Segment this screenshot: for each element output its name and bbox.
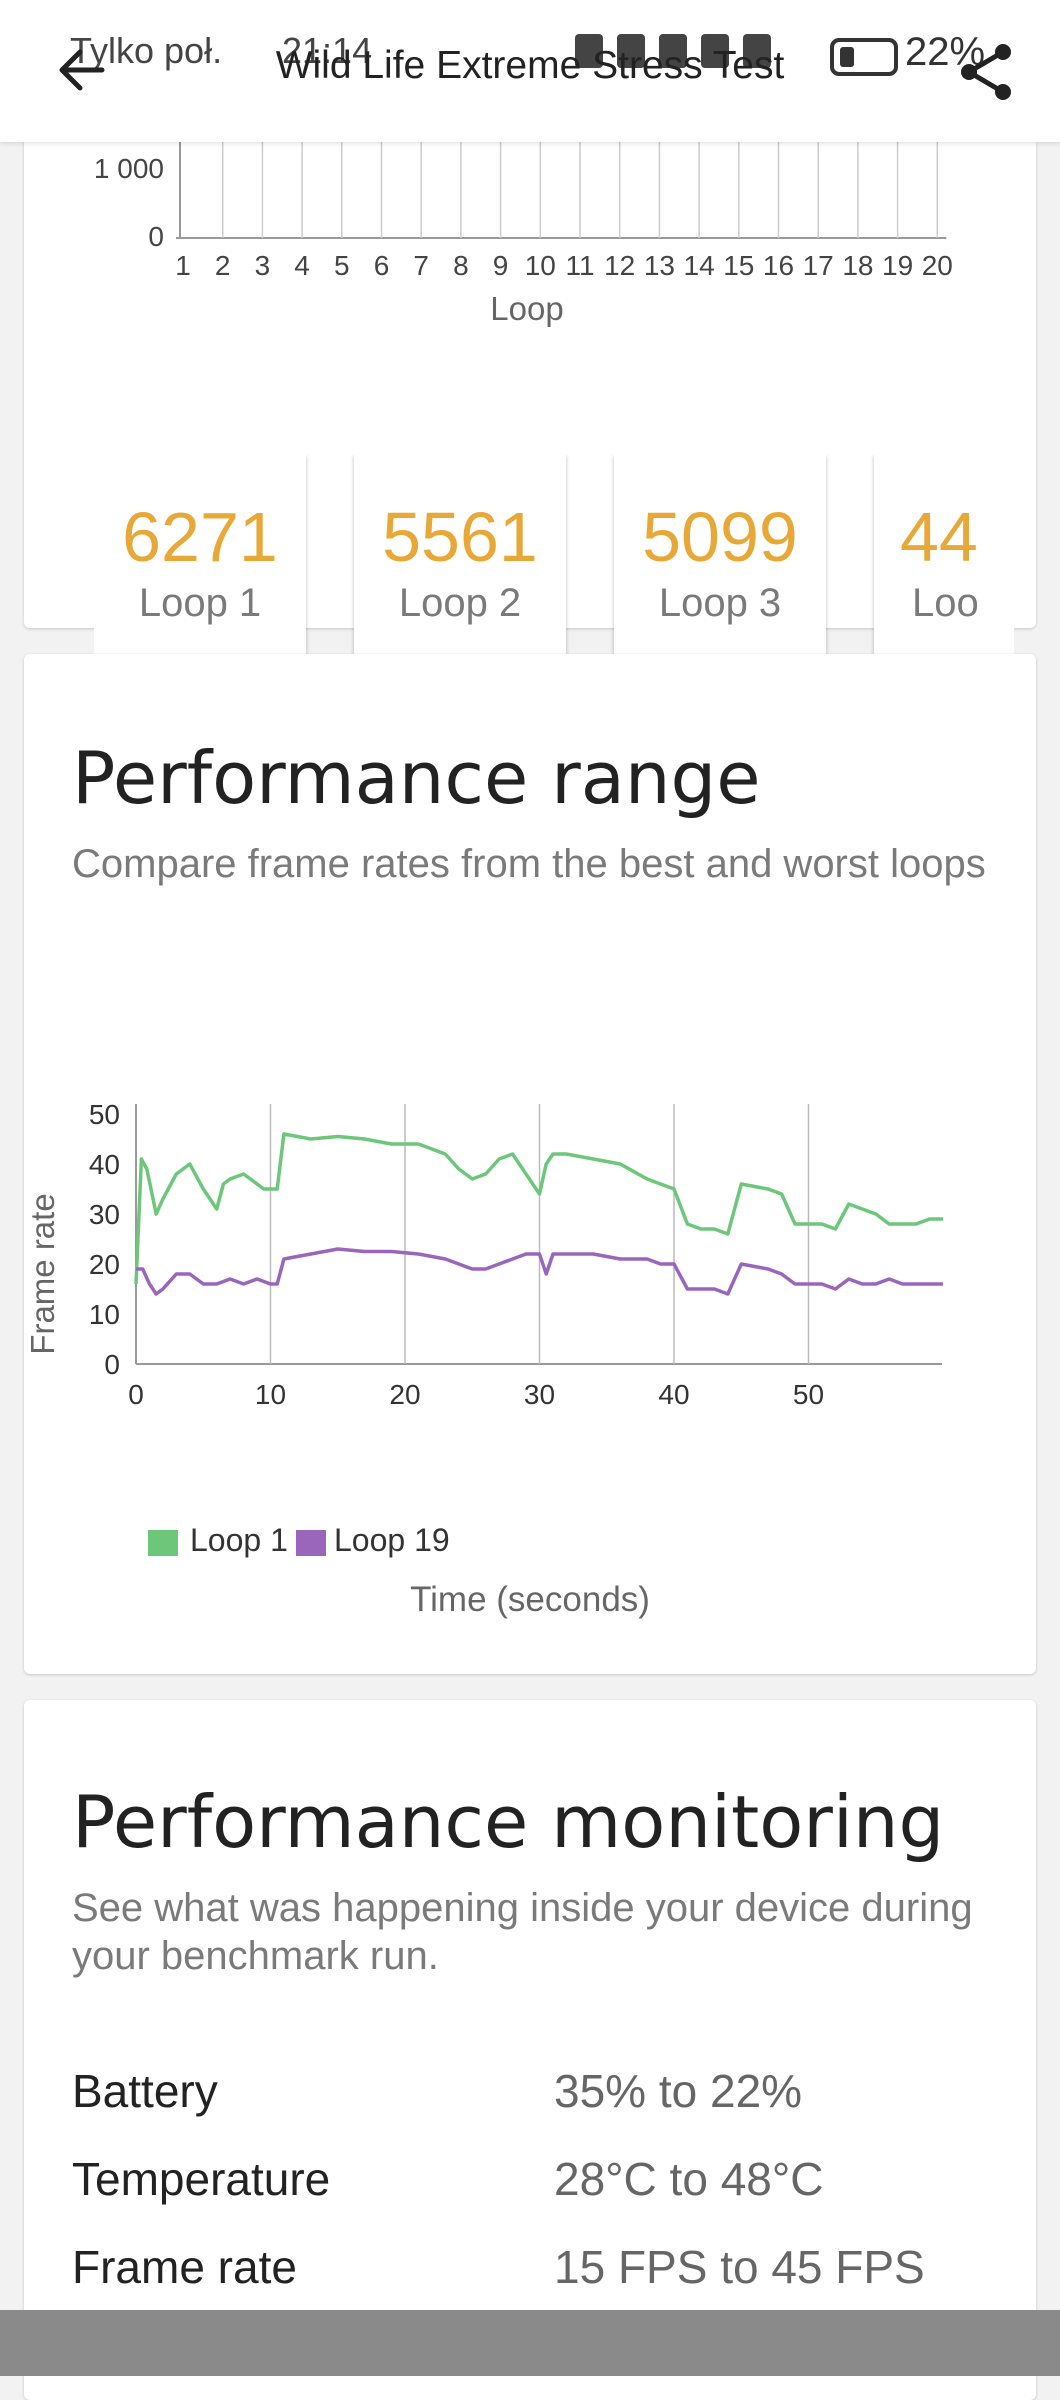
fps-x-tick: 10 — [255, 1379, 286, 1410]
back-arrow-icon[interactable] — [52, 40, 112, 100]
monitoring-value-battery: 35% to 22% — [554, 2065, 803, 2117]
score-label: Loop 2 — [398, 581, 522, 625]
monitoring-subtitle: See what was happening inside your devic… — [72, 1886, 973, 1978]
status-icons — [575, 34, 771, 68]
score-x-tick: 3 — [255, 250, 271, 281]
score-y-tick: 0 — [148, 221, 164, 252]
monitoring-label-temperature: Temperature — [72, 2153, 331, 2205]
status-carrier: Tylko poł. — [70, 30, 223, 71]
performance-range-card: Performance range Compare frame rates fr… — [24, 654, 1036, 1674]
fps-y-tick: 40 — [89, 1149, 120, 1180]
vibrate-icon — [659, 34, 687, 68]
series-line-loop-1 — [134, 1132, 943, 1285]
status-time: 21:14 — [282, 30, 373, 71]
bottom-navigation-bar — [0, 2310, 1060, 2376]
score-card[interactable]: 5561 Loop 2 — [354, 455, 566, 657]
fps-x-tick: 30 — [524, 1379, 555, 1410]
fps-x-tick: 40 — [658, 1379, 689, 1410]
fps-y-tick: 50 — [89, 1099, 120, 1130]
performance-monitoring-card: Performance monitoring See what was happ… — [24, 1700, 1036, 2400]
score-card[interactable]: 5099 Loop 3 — [614, 455, 826, 657]
score-label: Loop 1 — [138, 581, 262, 625]
score-card[interactable]: 6271 Loop 1 — [94, 455, 306, 657]
score-y-tick: 1 000 — [94, 153, 164, 184]
fps-x-tick: 0 — [128, 1379, 144, 1410]
score-x-tick: 8 — [453, 250, 469, 281]
fps-y-tick: 0 — [104, 1349, 120, 1380]
score-label: Loop 3 — [658, 581, 782, 625]
score-x-tick: 15 — [723, 250, 754, 281]
score-x-tick: 2 — [215, 250, 231, 281]
score-list[interactable]: 6271 Loop 1 5561 Loop 2 5099 Loop 3 44 L… — [94, 455, 1014, 665]
score-x-tick: 14 — [684, 250, 715, 281]
score-label: Loo — [912, 581, 979, 625]
range-title: Performance range — [72, 736, 761, 820]
score-value: 44 — [900, 498, 978, 576]
score-x-tick: 6 — [374, 250, 390, 281]
fps-x-tick: 50 — [793, 1379, 824, 1410]
nfc-icon — [575, 34, 603, 68]
y-axis-label: Frame rate — [24, 1193, 61, 1354]
monitoring-value-frame-rate: 15 FPS to 45 FPS — [554, 2241, 925, 2293]
monitoring-label-frame-rate: Frame rate — [72, 2241, 297, 2293]
score-x-tick: 19 — [882, 250, 913, 281]
page-title: Wild Life Extreme Stress Test — [275, 44, 785, 87]
monitoring-label-battery: Battery — [72, 2065, 218, 2117]
frame-rate-chart: 0 10 20 30 40 50 50 40 30 20 10 0 Frame rate — [24, 1099, 943, 1410]
score-x-tick: 12 — [604, 250, 635, 281]
monitoring-value-temperature: 28°C to 48°C — [554, 2153, 824, 2205]
score-chart: 1 000 0 1 2 3 4 5 6 7 8 9 10 11 12 13 14 15 16 17 18 19 20 … — [94, 100, 953, 327]
x-axis-label: Time (seconds) — [410, 1580, 650, 1619]
legend-swatch-loop19 — [296, 1530, 326, 1556]
loop-scores-card: 1 000 0 1 2 3 4 5 6 7 8 9 10 11 12 13 14 15 16 17 18 19 20 … — [24, 100, 1036, 657]
score-x-tick: 20 — [922, 250, 953, 281]
app-header: Tylko poł. 21:14 22% Wild Life Extreme S… — [0, 0, 1060, 142]
score-value: 5099 — [642, 498, 798, 576]
battery-icon — [830, 38, 898, 76]
wifi-icon — [701, 34, 729, 68]
score-card[interactable]: 44 Loo — [874, 455, 1014, 657]
score-x-tick: 17 — [803, 250, 834, 281]
score-x-tick: 5 — [334, 250, 350, 281]
legend-label-loop19: Loop 19 — [334, 1522, 450, 1558]
sim-icon — [743, 34, 771, 68]
range-subtitle: Compare frame rates from the best and wo… — [72, 842, 986, 886]
score-x-tick: 4 — [294, 250, 310, 281]
score-x-tick: 13 — [644, 250, 675, 281]
score-x-tick: 11 — [565, 250, 594, 281]
share-icon[interactable] — [955, 40, 1019, 104]
score-x-tick: 10 — [525, 250, 556, 281]
fps-y-tick: 10 — [89, 1299, 120, 1330]
legend-label-loop1: Loop 1 — [190, 1522, 288, 1558]
score-x-tick: 1 — [175, 250, 191, 281]
legend-swatch-loop1 — [148, 1530, 178, 1556]
monitoring-title: Performance monitoring — [72, 1780, 945, 1864]
score-x-tick: 18 — [842, 250, 873, 281]
score-x-tick: 9 — [493, 250, 509, 281]
score-x-label: Loop — [490, 290, 563, 327]
score-x-tick: 7 — [413, 250, 429, 281]
fps-x-tick: 20 — [389, 1379, 420, 1410]
score-x-tick: 16 — [763, 250, 794, 281]
fps-y-tick: 30 — [89, 1199, 120, 1230]
fps-y-tick: 20 — [89, 1249, 120, 1280]
score-value: 6271 — [122, 498, 278, 576]
bluetooth-icon — [617, 34, 645, 68]
score-value: 5561 — [382, 498, 538, 576]
series-line-loop-19 — [136, 1247, 943, 1296]
